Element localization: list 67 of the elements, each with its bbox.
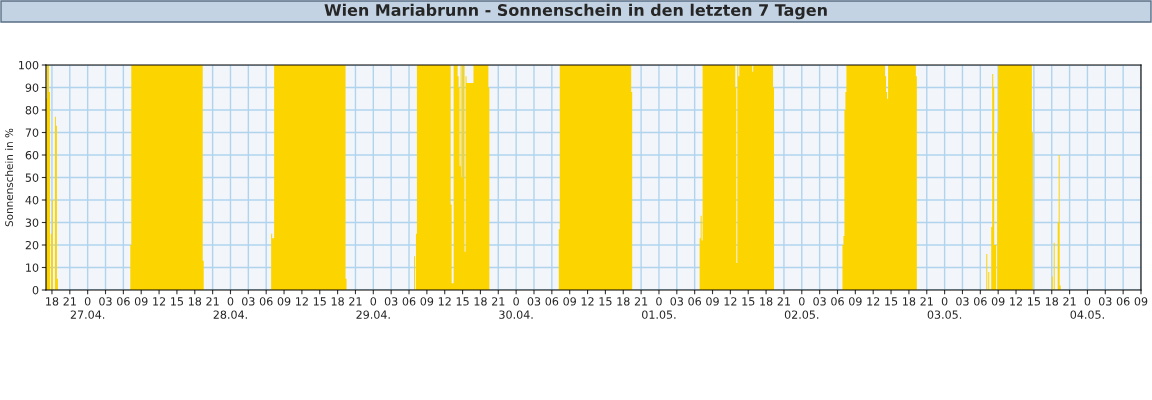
- x-tick-label: 03: [813, 297, 826, 306]
- x-tick-label: 21: [492, 297, 505, 306]
- y-tick-label: 60: [25, 150, 39, 160]
- x-tick-label: 03: [956, 297, 969, 306]
- x-tick-label: 06: [973, 297, 987, 306]
- x-tick-label: 12: [1010, 297, 1022, 306]
- y-tick-label: 0: [32, 285, 39, 295]
- x-tick-label: 21: [349, 297, 362, 306]
- x-tick-label: 15: [1028, 297, 1040, 306]
- x-tick-label: 18: [903, 297, 916, 306]
- x-tick-label: 15: [885, 297, 898, 306]
- x-tick-label: 18: [1045, 297, 1059, 306]
- x-tick-label: 21: [920, 297, 933, 306]
- x-tick-label: 03: [384, 297, 398, 306]
- x-tick-label: 15: [171, 297, 184, 306]
- x-tick-label: 18: [188, 297, 202, 306]
- x-tick-label: 21: [63, 297, 76, 306]
- x-tick-label: 21: [206, 297, 219, 306]
- x-tick-label: 15: [456, 297, 469, 306]
- x-tick-label: 21: [634, 297, 648, 306]
- x-tick-label: 09: [134, 297, 148, 306]
- x-tick-label: 06: [402, 297, 416, 306]
- x-tick-label: 06: [259, 297, 273, 306]
- x-tick-label: 09: [563, 297, 576, 306]
- x-tick-label: 06: [1116, 297, 1130, 306]
- x-tick-label: 03: [99, 297, 112, 306]
- x-tick-label: 03: [527, 297, 541, 306]
- y-tick-label: 100: [19, 60, 39, 70]
- x-tick-label: 06: [831, 297, 844, 306]
- x-tick-label: 18: [331, 297, 344, 306]
- y-tick-label: 20: [25, 240, 39, 250]
- x-tick-label: 21: [1063, 297, 1076, 306]
- x-tick-label: 12: [296, 297, 308, 306]
- x-tick-label: 18: [474, 297, 487, 306]
- x-tick-label: 15: [742, 297, 755, 306]
- x-tick-label: 12: [581, 297, 594, 306]
- x-tick-label: 06: [688, 297, 702, 306]
- x-tick-label: 12: [153, 297, 166, 306]
- x-tick-label: 09: [277, 297, 291, 306]
- x-tick-label: 09: [849, 297, 862, 306]
- x-tick-label: 12: [724, 297, 737, 306]
- x-tick-label: 15: [313, 297, 326, 306]
- x-tick-label: 06: [117, 297, 130, 306]
- y-tick-label: 40: [25, 195, 39, 205]
- y-axis-title: Sonnenschein in %: [4, 128, 14, 227]
- y-tick-label: 30: [25, 218, 39, 227]
- x-tick-label: 21: [777, 297, 790, 306]
- x-tick-label: 09: [1134, 297, 1148, 306]
- y-tick-label: 70: [25, 128, 39, 137]
- y-tick-label: 50: [25, 173, 39, 182]
- y-tick-label: 10: [26, 263, 39, 272]
- x-tick-label: 18: [617, 297, 630, 306]
- x-tick-label: 06: [545, 297, 559, 306]
- x-tick-label: 18: [46, 297, 59, 306]
- x-tick-label: 09: [991, 297, 1005, 306]
- x-tick-label: 18: [760, 297, 773, 306]
- x-tick-label: 09: [706, 297, 719, 306]
- y-tick-label: 90: [25, 83, 39, 92]
- x-tick-label: 09: [420, 297, 434, 306]
- x-tick-label: 12: [867, 297, 880, 306]
- x-tick-label: 15: [599, 297, 612, 306]
- chart-title: Wien Mariabrunn - Sonnenschein in den letzten 7 Tagen: [324, 3, 827, 20]
- x-tick-label: 03: [242, 297, 255, 306]
- x-tick-label: 03: [670, 297, 683, 306]
- x-tick-label: 03: [1098, 297, 1112, 306]
- x-tick-label: 12: [438, 297, 451, 306]
- y-tick-label: 80: [25, 105, 39, 115]
